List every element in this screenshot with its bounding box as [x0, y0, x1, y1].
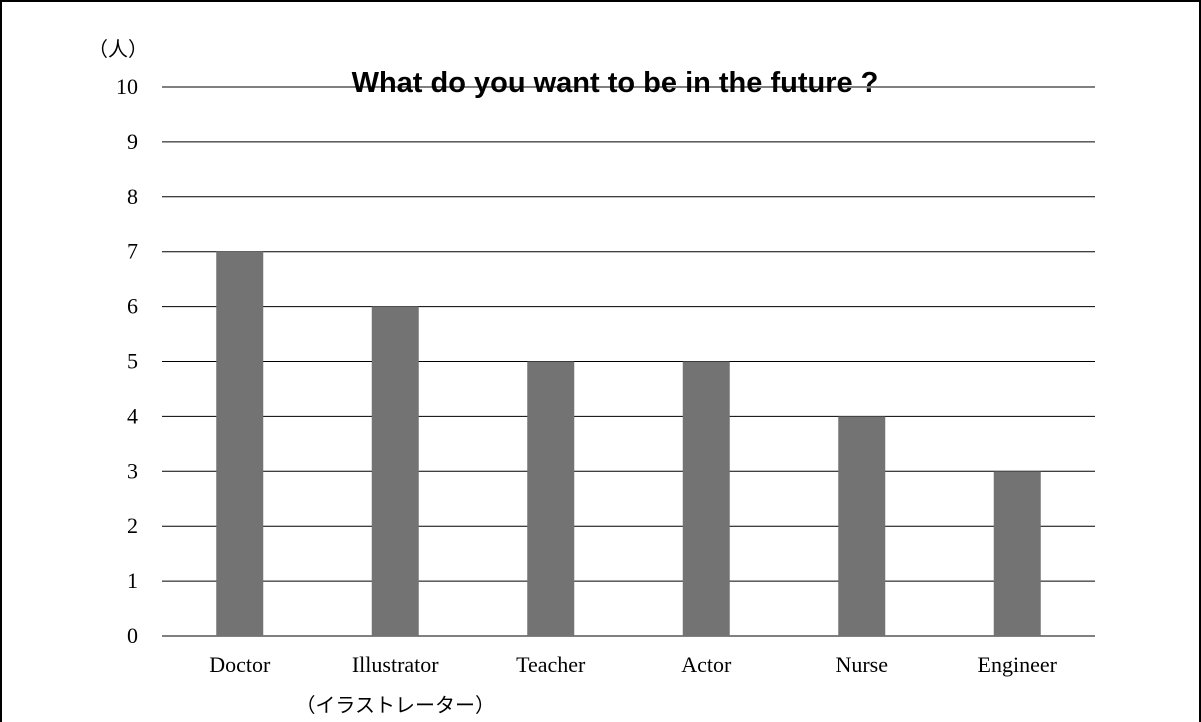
chart-title: What do you want to be in the future ? — [352, 67, 879, 99]
x-category-label: Doctor — [209, 652, 271, 677]
bar-engineer — [993, 471, 1041, 636]
x-category-label: Nurse — [835, 652, 888, 677]
y-axis-unit-label: （人） — [88, 37, 148, 61]
x-category-label: Illustrator — [352, 652, 439, 677]
y-tick-label: 3 — [127, 458, 138, 483]
y-tick-label: 4 — [127, 403, 138, 428]
y-tick-label: 0 — [127, 623, 138, 648]
y-tick-label: 7 — [127, 239, 138, 264]
y-tick-label: 1 — [127, 568, 138, 593]
gridlines — [162, 86, 1095, 637]
bar-illustrator — [371, 306, 419, 636]
bars — [216, 251, 1041, 636]
bar-doctor — [216, 251, 264, 636]
x-axis-labels: Doctor Illustrator （イラストレーター） Teacher Actor N… — [209, 652, 1057, 717]
x-category-label: Actor — [681, 652, 732, 677]
y-tick-label: 5 — [127, 349, 138, 374]
y-axis-ticks: 0 1 2 3 4 5 6 7 8 9 10 — [116, 74, 138, 648]
y-tick-label: 6 — [127, 294, 138, 319]
x-category-label: Engineer — [978, 652, 1058, 677]
y-tick-label: 10 — [116, 74, 138, 99]
bar-actor — [682, 361, 730, 636]
x-category-sublabel: （イラストレーター） — [295, 693, 495, 717]
x-category-label: Teacher — [516, 652, 586, 677]
y-tick-label: 8 — [127, 184, 138, 209]
bar-teacher — [527, 361, 575, 636]
y-tick-label: 2 — [127, 513, 138, 538]
y-tick-label: 9 — [127, 129, 138, 154]
bar-nurse — [838, 416, 886, 636]
